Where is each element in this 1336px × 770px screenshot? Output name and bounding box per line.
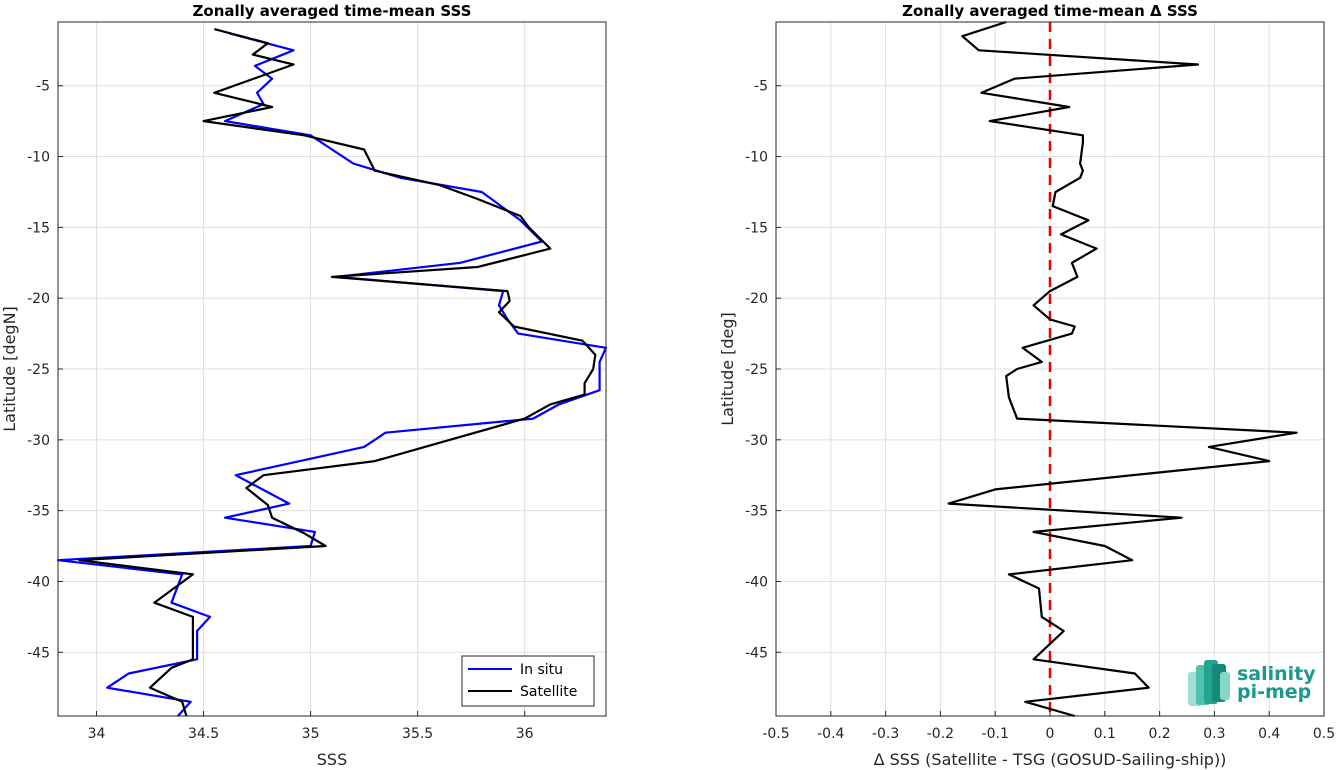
right-plot-frame (775, 21, 1325, 717)
right-y-tick-label: -25 (745, 362, 768, 378)
right-series (947, 20, 1298, 718)
left-x-tick-label: 34.5 (188, 726, 219, 742)
right-x-tick-label: 0.2 (1148, 726, 1170, 742)
right-delta-sss-line (947, 20, 1298, 718)
legend-label-in-situ: In situ (520, 662, 563, 678)
salinity-pi-mep-logo: salinity pi-mep (1188, 660, 1316, 706)
right-y-tick-label: -40 (745, 574, 768, 590)
legend-box (461, 655, 595, 707)
left-series (56, 28, 608, 717)
right-chart-title: Zonally averaged time-mean Δ SSS (902, 2, 1198, 20)
logo-text-salinity: salinity (1237, 663, 1316, 685)
left-y-tick-label: -30 (27, 433, 50, 449)
right-x-tick-label: 0.1 (1094, 726, 1116, 742)
left-chart-title: Zonally averaged time-mean SSS (193, 2, 472, 20)
right-x-tick-label: -0.1 (982, 726, 1009, 742)
right-x-tick-label: -0.4 (817, 726, 844, 742)
right-y-tick-label: -10 (745, 150, 768, 166)
right-x-ticks: -0.5 -0.4 -0.3 -0.2 -0.1 0 0.1 0.2 0.3 0.4 0.5 (762, 711, 1335, 742)
legend-label-satellite: Satellite (520, 684, 577, 700)
left-y-tick-label: -20 (27, 291, 50, 307)
left-x-ticks: 34 34.5 35 35.5 36 (88, 711, 534, 742)
left-y-tick-label: -15 (27, 220, 50, 236)
right-x-tick-label: -0.2 (927, 726, 954, 742)
left-satellite-line (78, 28, 597, 717)
right-x-tick-label: -0.3 (872, 726, 899, 742)
left-x-tick-label: 36 (516, 726, 534, 742)
right-y-tick-label: -15 (745, 220, 768, 236)
left-grid (58, 22, 606, 716)
legend: In situ Satellite (461, 655, 595, 707)
right-y-tick-label: -20 (745, 291, 768, 307)
right-y-ticks: -5 -10 -15 -20 -25 -30 -35 -40 -45 (745, 79, 781, 661)
left-x-tick-label: 34 (88, 726, 106, 742)
left-plot-frame (57, 21, 607, 717)
left-y-ticks: -5 -10 -15 -20 -25 -30 -35 -40 -45 (27, 79, 63, 661)
right-x-tick-label: 0 (1046, 726, 1055, 742)
left-panel: Zonally averaged time-mean SSS 34 34.5 35 3… (0, 2, 608, 769)
right-y-tick-label: -30 (745, 433, 768, 449)
right-panel: Zonally averaged time-mean Δ SSS -0.5 -0.… (718, 2, 1335, 769)
logo-mark-icon (1188, 660, 1230, 706)
left-y-tick-label: -35 (27, 504, 50, 520)
left-x-axis-label: SSS (317, 750, 347, 769)
right-y-tick-label: -35 (745, 504, 768, 520)
left-y-tick-label: -10 (27, 150, 50, 166)
right-y-tick-label: -45 (745, 645, 768, 661)
right-x-tick-label: 0.4 (1258, 726, 1280, 742)
left-y-tick-label: -40 (27, 574, 50, 590)
left-y-tick-label: -5 (36, 79, 50, 95)
right-x-tick-label: -0.5 (762, 726, 789, 742)
right-x-axis-label: Δ SSS (Satellite - TSG (GOSUD-Sailing-sh… (874, 750, 1227, 769)
left-in-situ-line (56, 32, 608, 717)
right-x-tick-label: 0.5 (1313, 726, 1335, 742)
left-y-tick-label: -45 (27, 645, 50, 661)
right-x-tick-label: 0.3 (1203, 726, 1225, 742)
right-y-tick-label: -5 (754, 79, 768, 95)
left-y-axis-label: Latitude [degN] (0, 306, 19, 432)
right-y-axis-label: Latitude [deg] (718, 312, 737, 426)
logo-text-pi-mep: pi-mep (1237, 681, 1311, 703)
left-x-tick-label: 35.5 (402, 726, 433, 742)
left-x-tick-label: 35 (302, 726, 320, 742)
left-y-tick-label: -25 (27, 362, 50, 378)
